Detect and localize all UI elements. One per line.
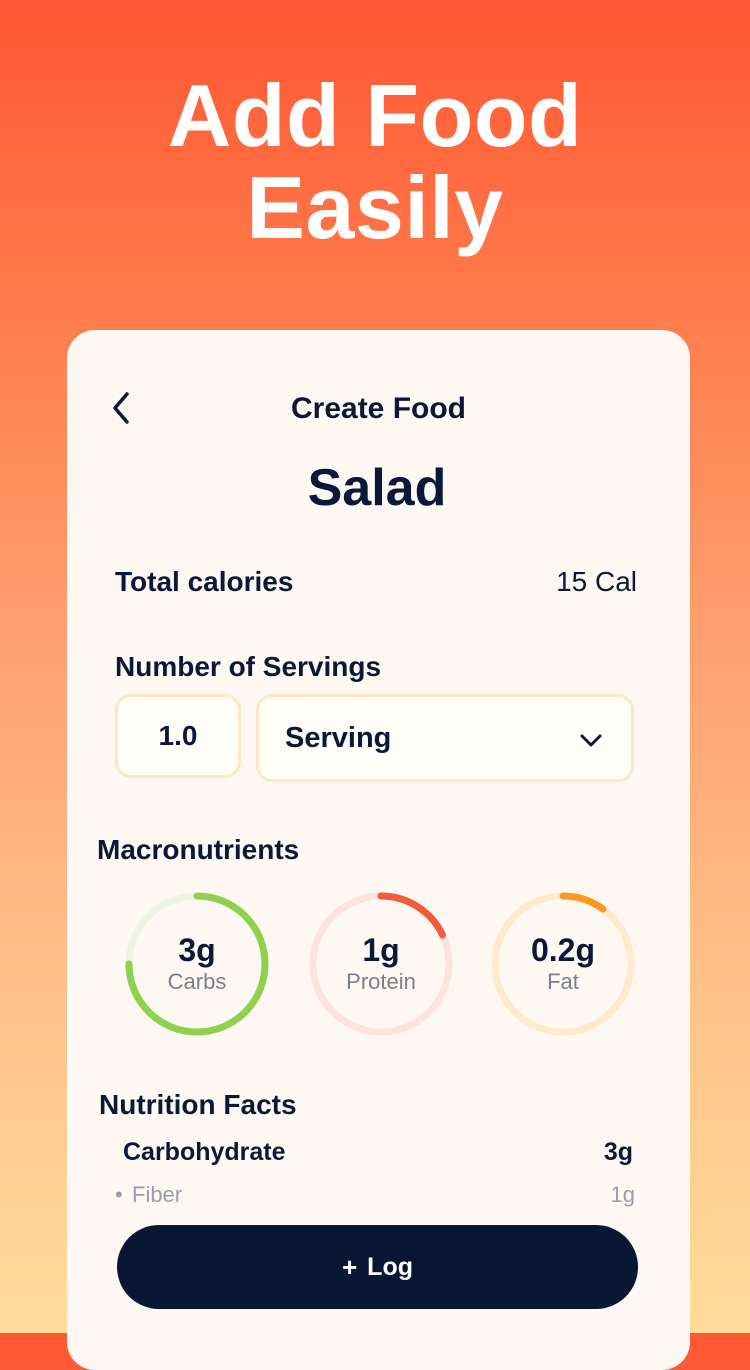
macro-carbs-label: Carbs bbox=[167, 969, 227, 994]
servings-quantity-input[interactable]: 1.0 bbox=[115, 694, 241, 778]
nutrition-subrow-value: 1g bbox=[610, 1182, 635, 1207]
nutrition-subrow-label: Fiber bbox=[132, 1182, 183, 1207]
bullet-icon: • bbox=[115, 1182, 123, 1207]
chevron-left-icon bbox=[113, 392, 129, 424]
page-title: Create Food bbox=[290, 392, 467, 425]
create-food-card: Create Food Salad Total calories 15 Cal … bbox=[67, 330, 690, 1370]
nutrition-row-carbohydrate: Carbohydrate 3g bbox=[123, 1138, 633, 1172]
hero-title-line2: Easily bbox=[246, 158, 504, 257]
serving-unit-value: Serving bbox=[285, 722, 392, 754]
macro-ring bbox=[309, 892, 453, 1036]
macro-ring bbox=[491, 892, 635, 1036]
serving-unit-select[interactable]: Serving bbox=[256, 694, 634, 782]
food-name: Salad bbox=[307, 459, 447, 517]
nutrition-row-value: 3g bbox=[603, 1138, 633, 1166]
macro-protein-label: Protein bbox=[346, 969, 416, 994]
servings-quantity-value: 1.0 bbox=[158, 720, 198, 751]
chevron-down-icon bbox=[580, 734, 602, 747]
back-button[interactable] bbox=[107, 390, 139, 426]
macro-ring bbox=[125, 892, 269, 1036]
macro-protein: 1g Protein bbox=[307, 890, 455, 1038]
nutrition-row-fiber: • Fiber 1g bbox=[115, 1182, 635, 1212]
total-calories-label: Total calories bbox=[115, 566, 294, 597]
macro-carbs: 3g Carbs bbox=[123, 890, 271, 1038]
macronutrients-heading: Macronutrients bbox=[97, 834, 300, 865]
macro-protein-value: 1g bbox=[362, 932, 400, 968]
macro-fat-value: 0.2g bbox=[530, 932, 596, 968]
macro-fat-label: Fat bbox=[547, 969, 579, 994]
plus-icon: + bbox=[341, 1251, 358, 1282]
nutrition-row-label: Carbohydrate bbox=[123, 1138, 286, 1166]
hero-title-line1: Add Food bbox=[167, 66, 583, 165]
hero-title: Add Food Easily bbox=[0, 70, 750, 254]
macro-carbs-value: 3g bbox=[178, 932, 216, 968]
total-calories-value: 15 Cal bbox=[556, 566, 637, 597]
servings-label: Number of Servings bbox=[115, 651, 382, 682]
log-button[interactable]: + Log bbox=[117, 1225, 638, 1309]
macro-fat: 0.2g Fat bbox=[489, 890, 637, 1038]
log-button-label: Log bbox=[367, 1252, 413, 1281]
nutrition-facts-heading: Nutrition Facts bbox=[99, 1089, 297, 1120]
